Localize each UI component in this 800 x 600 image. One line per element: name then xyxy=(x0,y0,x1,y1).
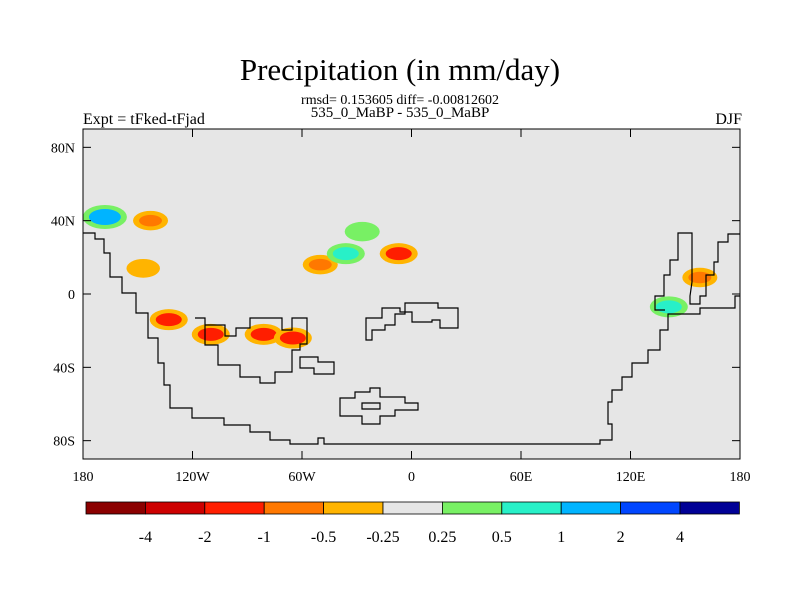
anomaly-core xyxy=(197,327,224,341)
coastline-center-e xyxy=(361,402,381,410)
y-tick-label: 40S xyxy=(53,361,75,376)
plot-background xyxy=(83,129,740,459)
anomaly-core xyxy=(308,258,332,271)
anomaly-core xyxy=(88,209,121,225)
coastline-center-a xyxy=(195,317,308,384)
y-tick-label: 80N xyxy=(51,141,75,156)
stats-line: rmsd= 0.153605 diff= -0.00812602 xyxy=(301,93,499,108)
x-tick-label: 180 xyxy=(730,470,751,485)
coastlines xyxy=(83,232,740,445)
y-axis: 80N 40N 0 40S 80S xyxy=(51,141,740,450)
x-tick-label: 180 xyxy=(73,470,94,485)
coastline-center-d xyxy=(339,387,419,425)
x-tick-label: 120E xyxy=(616,470,646,485)
anomaly-core xyxy=(350,225,374,238)
coastline-west xyxy=(83,232,740,445)
chart-title: Precipitation (in mm/day) xyxy=(239,52,561,87)
coastline-center-b xyxy=(299,356,335,375)
experiment-label: Expt = tFked-tFjad xyxy=(83,111,205,128)
x-tick-label: 0 xyxy=(408,470,415,485)
x-tick-label: 60E xyxy=(510,470,533,485)
anomaly-core xyxy=(655,300,682,314)
x-tick-label: 120W xyxy=(175,470,210,485)
anomaly-core xyxy=(279,331,306,345)
y-tick-label: 40N xyxy=(51,215,75,230)
coastline-east xyxy=(654,232,740,311)
anomaly-core xyxy=(332,247,359,261)
y-tick-label: 80S xyxy=(53,435,75,450)
anomaly-core xyxy=(385,247,412,261)
chart-subtitle: 535_0_MaBP - 535_0_MaBP xyxy=(310,105,490,121)
coastline-center-c xyxy=(365,302,459,341)
anomaly-core xyxy=(139,214,163,227)
x-axis: 180 120W 60W 0 60E 120E 180 xyxy=(73,129,751,485)
anomaly-layer xyxy=(83,205,718,349)
season-label: DJF xyxy=(715,111,742,128)
anomaly-core xyxy=(132,262,154,274)
anomaly-core xyxy=(250,327,277,341)
y-tick-label: 0 xyxy=(68,288,75,303)
anomaly-core xyxy=(155,313,182,327)
x-tick-label: 60W xyxy=(288,470,316,485)
